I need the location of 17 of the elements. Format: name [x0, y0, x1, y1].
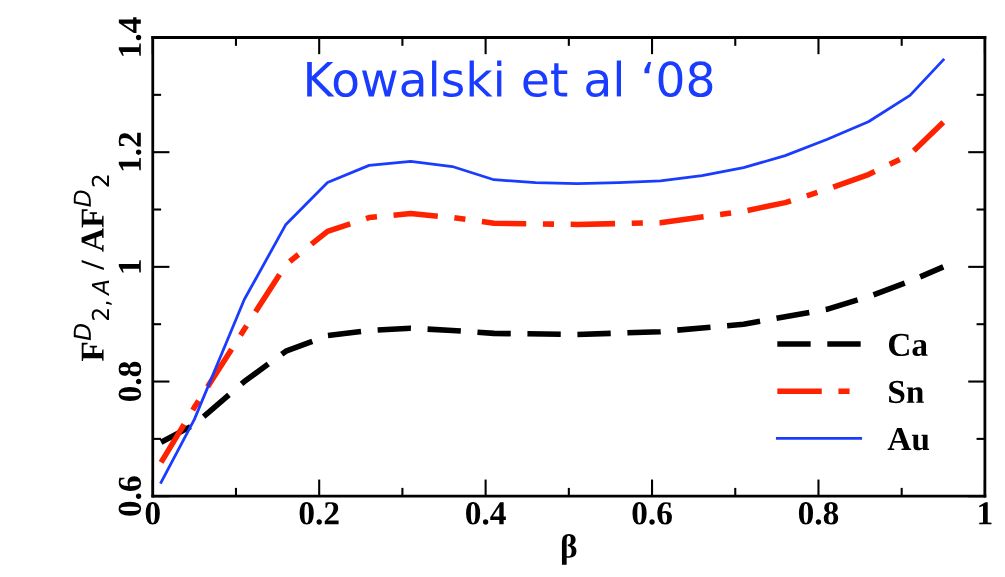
legend-label: Au: [887, 427, 930, 451]
y-axis-title: F$^{D}$$_{2,A}$ / AF$^{D}$$_{2}$: [73, 175, 112, 361]
x-tick-label: 0.6: [632, 502, 672, 525]
y-tick-label: 1: [118, 260, 141, 273]
y-tick-label: 1.4: [118, 17, 142, 56]
x-tick-label: 0.8: [798, 502, 839, 525]
legend-label: Ca: [888, 333, 928, 357]
x-tick-label: 0: [145, 502, 160, 525]
y-tick-label: 1.2: [118, 132, 142, 171]
x-axis-title: β: [561, 534, 577, 565]
y-tick-label: 0.8: [118, 361, 142, 402]
x-tick-label: 0.4: [466, 502, 506, 525]
line-series: [159, 58, 945, 484]
x-tick-label: 1: [979, 502, 992, 525]
legend-label: Sn: [889, 380, 924, 404]
x-tick-label: 0.2: [299, 502, 339, 525]
annotation: Kowalski et al ‘08: [307, 60, 713, 98]
